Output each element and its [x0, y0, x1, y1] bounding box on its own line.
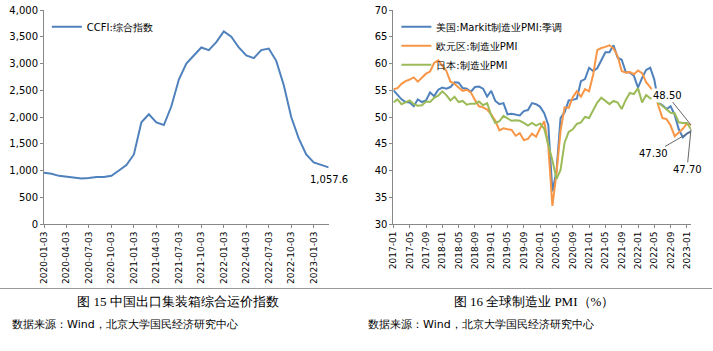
svg-text:30: 30: [375, 219, 388, 230]
svg-text:2023-01-03: 2023-01-03: [309, 232, 319, 284]
svg-text:2018-09: 2018-09: [470, 231, 480, 269]
svg-text:1,057.6: 1,057.6: [310, 174, 348, 185]
svg-text:2021-04-03: 2021-04-03: [151, 232, 161, 284]
svg-text:2022-04-03: 2022-04-03: [241, 232, 251, 284]
svg-text:35: 35: [375, 192, 388, 203]
svg-text:50: 50: [375, 112, 388, 123]
svg-text:48.50: 48.50: [653, 90, 682, 101]
svg-text:2022-09: 2022-09: [666, 231, 676, 269]
svg-text:2,500: 2,500: [9, 85, 38, 96]
html-text:图 16 全球制造业 PMI（%）: 图 16 全球制造业 PMI（%）: [453, 294, 615, 309]
svg-text:日本:制造业PMI: 日本:制造业PMI: [436, 60, 507, 71]
svg-text:2020-01: 2020-01: [535, 232, 545, 270]
svg-text:欧元区:制造业PMI: 欧元区:制造业PMI: [436, 41, 517, 52]
svg-text:2020-07-03: 2020-07-03: [84, 232, 94, 284]
svg-text:500: 500: [19, 192, 38, 203]
html-text:数据来源：Wind，北京大学国民经济研究中心: 数据来源：Wind，北京大学国民经济研究中心: [12, 318, 238, 331]
svg-text:2,000: 2,000: [9, 112, 38, 123]
svg-text:美国:Markit制造业PMI:季调: 美国:Markit制造业PMI:季调: [436, 22, 562, 33]
svg-text:3,500: 3,500: [9, 31, 38, 42]
svg-text:CCFI:综合指数: CCFI:综合指数: [87, 22, 153, 33]
svg-text:65: 65: [375, 31, 388, 42]
svg-text:2020-09: 2020-09: [568, 231, 578, 269]
svg-text:3,000: 3,000: [9, 58, 38, 69]
svg-text:2022-10-03: 2022-10-03: [286, 232, 296, 284]
svg-text:47.30: 47.30: [639, 148, 668, 159]
svg-text:2021-05: 2021-05: [600, 232, 610, 270]
svg-text:2022-07-03: 2022-07-03: [264, 232, 274, 284]
svg-text:1,500: 1,500: [9, 138, 38, 149]
svg-text:1,000: 1,000: [9, 165, 38, 176]
svg-text:2021-07-03: 2021-07-03: [174, 232, 184, 284]
svg-text:2022-01-03: 2022-01-03: [219, 232, 229, 284]
svg-text:40: 40: [375, 165, 388, 176]
svg-text:2017-05: 2017-05: [405, 232, 415, 270]
html-text:数据来源：Wind，北京大学国民经济研究中心: 数据来源：Wind，北京大学国民经济研究中心: [368, 318, 594, 331]
svg-text:2021-01: 2021-01: [584, 232, 594, 270]
svg-text:0: 0: [32, 219, 38, 230]
svg-text:2021-10-03: 2021-10-03: [196, 232, 206, 284]
svg-text:2021-09: 2021-09: [617, 231, 627, 269]
svg-text:2018-01: 2018-01: [437, 232, 447, 270]
svg-text:2017-01: 2017-01: [388, 232, 398, 270]
svg-text:2020-05: 2020-05: [551, 232, 561, 270]
svg-text:2017-09: 2017-09: [421, 231, 431, 269]
svg-text:47.70: 47.70: [673, 164, 702, 175]
svg-text:2019-05: 2019-05: [502, 232, 512, 270]
svg-text:2021-01-03: 2021-01-03: [129, 232, 139, 284]
svg-text:2020-01-03: 2020-01-03: [39, 232, 49, 284]
html-text:图 15 中国出口集装箱综合运价指数: 图 15 中国出口集装箱综合运价指数: [77, 294, 279, 309]
svg-text:55: 55: [375, 85, 388, 96]
svg-text:2019-09: 2019-09: [519, 231, 529, 269]
svg-text:2022-01: 2022-01: [633, 232, 643, 270]
svg-text:60: 60: [375, 58, 388, 69]
svg-text:70: 70: [375, 5, 388, 16]
svg-text:2020-10-03: 2020-10-03: [106, 232, 116, 284]
svg-text:4,000: 4,000: [9, 5, 38, 16]
svg-text:2020-04-03: 2020-04-03: [61, 232, 71, 284]
svg-text:2023-01: 2023-01: [682, 232, 692, 270]
svg-text:2022-05: 2022-05: [649, 232, 659, 270]
svg-text:2019-01: 2019-01: [486, 232, 496, 270]
svg-text:45: 45: [375, 138, 388, 149]
svg-text:2018-05: 2018-05: [454, 232, 464, 270]
